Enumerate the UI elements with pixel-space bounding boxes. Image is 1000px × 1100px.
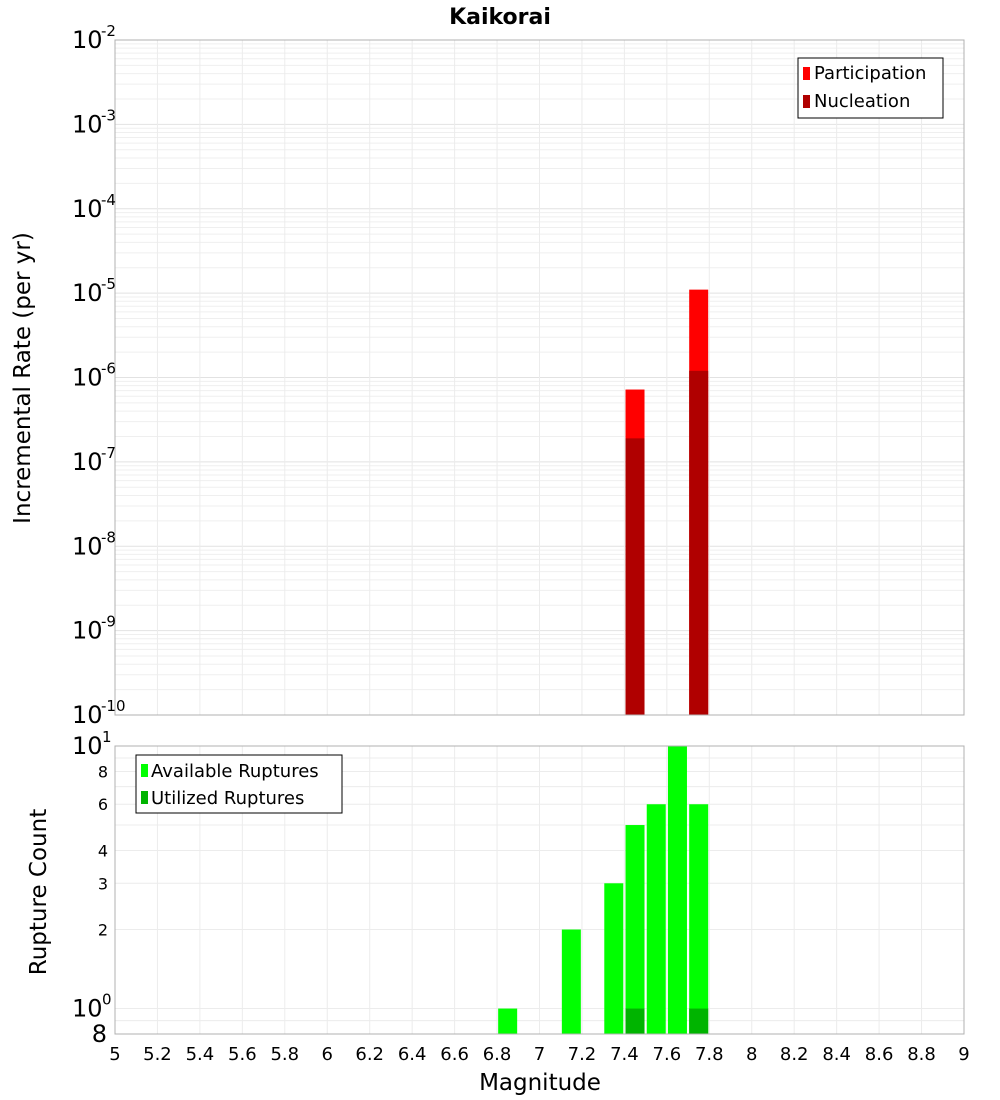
x-axis-label: Magnitude	[479, 1070, 601, 1096]
x-tick-label: 8.6	[865, 1044, 894, 1065]
bottom-y-tick-label: 3	[98, 874, 108, 893]
x-tick-label: 7.6	[653, 1044, 682, 1065]
top-y-tick-label: 10	[72, 701, 103, 729]
bottom-y-tick-label: 2	[98, 921, 108, 940]
top-plot-frame	[114, 39, 965, 716]
x-tick-label: 6.6	[440, 1044, 469, 1065]
bottom-bar-available	[667, 746, 687, 1034]
top-y-tick-exponent: -3	[101, 106, 116, 124]
x-tick-label: 7.8	[695, 1044, 724, 1065]
top-y-ticks: 10-210-310-410-510-610-710-810-910-10	[72, 22, 126, 729]
top-y-tick-label: 10	[72, 110, 103, 138]
x-tick-label: 7	[534, 1044, 545, 1065]
top-y-tick-exponent: -8	[101, 528, 116, 546]
bottom-bar-available	[625, 825, 645, 1034]
bottom-bar-available	[689, 804, 709, 1034]
top-y-tick-exponent: -2	[101, 22, 116, 40]
top-y-tick-exponent: -5	[101, 275, 116, 293]
bottom-bar-available	[561, 929, 581, 1034]
x-tick-label: 5.6	[228, 1044, 257, 1065]
top-y-tick-exponent: -4	[101, 191, 116, 209]
top-grid	[114, 40, 965, 716]
top-legend-box	[797, 57, 944, 119]
bottom-legend-box	[135, 754, 343, 814]
top-y-tick-exponent: -9	[101, 613, 116, 631]
top-y-tick-label: 10	[72, 364, 103, 392]
top-y-tick-label: 10	[72, 26, 103, 54]
x-tick-label: 6.2	[355, 1044, 384, 1065]
x-tick-label: 8.2	[780, 1044, 809, 1065]
top-y-tick-label: 10	[72, 448, 103, 476]
chart-title: Kaikorai	[449, 5, 551, 30]
bottom-y-tick-label: 8	[98, 762, 108, 781]
bottom-bar-available	[604, 883, 624, 1034]
top-y-tick-label: 10	[72, 617, 103, 645]
top-y-tick-label: 10	[72, 279, 103, 307]
bottom-legend: Available Ruptures Utilized Ruptures	[135, 754, 343, 814]
top-bar-nucleation	[689, 370, 709, 715]
legend-swatch-utilized	[141, 791, 148, 804]
x-tick-label: 7.2	[568, 1044, 597, 1065]
top-y-tick-label: 10	[72, 195, 103, 223]
bottom-plot-frame	[114, 745, 965, 1035]
top-y-tick-exponent: -10	[101, 697, 126, 715]
x-tick-label: 8	[746, 1044, 757, 1065]
bottom-bar-available	[498, 1008, 518, 1034]
top-y-axis-label: Incremental Rate (per yr)	[10, 232, 36, 524]
x-tick-label: 5.2	[143, 1044, 172, 1065]
legend-label-utilized: Utilized Ruptures	[151, 788, 304, 809]
top-bars	[625, 289, 709, 715]
x-tick-label: 6.8	[483, 1044, 512, 1065]
bottom-y-tick-label: 6	[98, 795, 108, 814]
x-tick-label: 8.8	[907, 1044, 936, 1065]
bottom-y-tick-exponent: 1	[102, 728, 112, 746]
top-y-tick-exponent: -7	[101, 444, 116, 462]
legend-swatch-available	[141, 764, 148, 777]
legend-label-participation: Participation	[814, 63, 926, 84]
legend-swatch-participation	[803, 67, 810, 80]
top-panel: 10-210-310-410-510-610-710-810-910-10 In…	[10, 22, 965, 729]
x-tick-label: 5.4	[186, 1044, 215, 1065]
bottom-bar-utilized	[625, 1008, 645, 1034]
bottom-y-tick-label: 4	[98, 841, 108, 860]
x-tick-label: 8.4	[822, 1044, 851, 1065]
legend-label-nucleation: Nucleation	[814, 91, 910, 112]
bottom-bar-utilized	[689, 1008, 709, 1034]
x-ticks: 5 5.2 5.4 5.6 5.8 6 6.2 6.4 6.6 6.8 7 7.2 7.4 7.6 7.8 8…	[109, 1044, 969, 1065]
x-tick-label: 7.4	[610, 1044, 639, 1065]
x-tick-label: 9	[958, 1044, 969, 1065]
x-tick-label: 5	[109, 1044, 120, 1065]
bottom-y-tick-label: 8	[92, 1020, 107, 1048]
legend-label-available: Available Ruptures	[151, 761, 319, 782]
x-tick-label: 5.8	[270, 1044, 299, 1065]
top-bar-nucleation	[625, 438, 645, 715]
legend-swatch-nucleation	[803, 95, 810, 108]
bottom-y-tick-label: 10	[72, 732, 103, 760]
x-tick-label: 6	[322, 1044, 333, 1065]
x-tick-label: 6.4	[398, 1044, 427, 1065]
bottom-bar-available	[646, 804, 666, 1034]
bottom-y-tick-exponent: 0	[102, 991, 112, 1009]
top-y-tick-label: 10	[72, 532, 103, 560]
bottom-y-tick-label: 10	[72, 995, 103, 1023]
top-y-tick-exponent: -6	[101, 360, 116, 378]
bottom-y-axis-label: Rupture Count	[26, 809, 52, 975]
top-legend: Participation Nucleation	[797, 57, 944, 119]
bottom-bars	[498, 746, 709, 1034]
